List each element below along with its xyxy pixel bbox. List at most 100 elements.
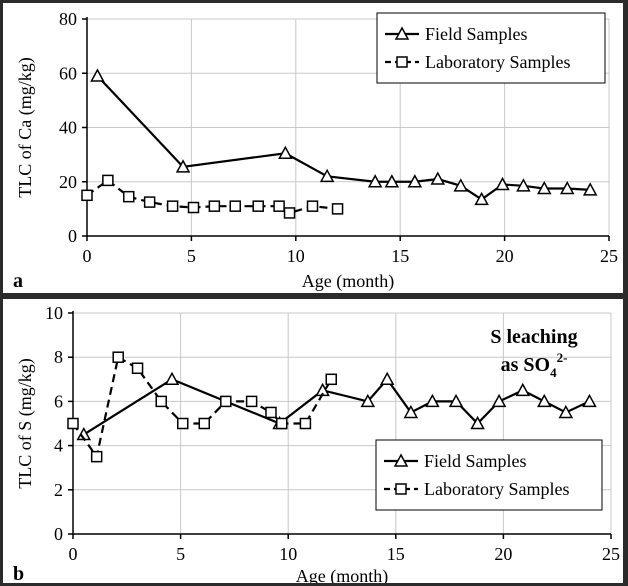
- x-tick-label: 20: [494, 544, 512, 564]
- data-point-field: [164, 371, 180, 386]
- data-point-laboratory: [208, 200, 221, 212]
- data-point-field: [430, 171, 446, 185]
- legend-swatch-marker: [393, 453, 409, 467]
- data-point-laboratory: [325, 373, 337, 386]
- x-tick-label: 0: [83, 246, 92, 266]
- data-point-field: [379, 371, 395, 386]
- data-point-laboratory: [81, 189, 93, 202]
- data-point-laboratory: [252, 200, 264, 212]
- annotation-superscript: 2-: [557, 350, 568, 365]
- data-point-laboratory: [245, 395, 258, 408]
- data-point-laboratory: [177, 417, 189, 430]
- data-point-field: [367, 174, 383, 188]
- annotation-line-1: S leaching: [490, 326, 577, 348]
- legend: Field Samples Laboratory Samples: [375, 439, 603, 511]
- data-point-field: [407, 174, 423, 188]
- panel-label: a: [13, 270, 23, 292]
- x-axis-label: Age (month): [302, 271, 394, 292]
- data-point-laboratory: [265, 406, 277, 419]
- chart-panel-b: 0 2 4 6 8 10 0 5 10 15 20 25 Age (month) TLC of S (mg…: [3, 299, 623, 583]
- y-tick-label: 0: [54, 524, 63, 544]
- data-point-laboratory: [131, 362, 144, 374]
- data-point-laboratory: [102, 174, 114, 187]
- data-point-laboratory: [67, 417, 79, 430]
- x-tick-label: 25: [602, 544, 620, 564]
- chart-panel-a: 0 20 40 60 80 0 5 10 15 20 25 Age (month) TLC of Ca …: [3, 3, 623, 293]
- data-point-field: [537, 393, 552, 408]
- y-axis-label: TLC of Ca (mg/kg): [15, 57, 36, 197]
- y-axis-label: TLC of S (mg/kg): [15, 358, 36, 489]
- data-point-field: [495, 176, 510, 191]
- panel-label: b: [13, 563, 24, 583]
- series-line-field: [96, 75, 591, 201]
- legend-box: [375, 439, 603, 511]
- x-tick-label: 5: [176, 544, 185, 564]
- data-point-field: [558, 404, 574, 419]
- legend-swatch-marker: [396, 56, 408, 68]
- legend-swatch-marker: [394, 26, 410, 40]
- y-tick-label: 80: [59, 9, 77, 29]
- annotation-line-2: as SO42-: [501, 350, 568, 380]
- data-point-field: [90, 68, 105, 82]
- data-point-field: [474, 191, 489, 206]
- y-tick-label: 10: [45, 303, 63, 323]
- y-tick-label: 6: [54, 391, 63, 411]
- data-point-field: [515, 382, 531, 397]
- legend-label: Laboratory Samples: [424, 479, 569, 499]
- data-point-field: [582, 182, 598, 196]
- data-point-laboratory: [143, 196, 156, 208]
- y-tick-label: 60: [59, 63, 77, 83]
- data-point-laboratory: [275, 417, 288, 430]
- data-point-laboratory: [112, 351, 124, 363]
- data-point-laboratory: [123, 190, 135, 203]
- data-point-field: [470, 415, 485, 430]
- annotation-subscript: 4: [550, 365, 557, 380]
- x-tick-label: 25: [600, 246, 618, 266]
- data-point-field: [278, 145, 293, 160]
- x-tick-label: 10: [287, 246, 305, 266]
- x-tick-label: 15: [387, 544, 405, 564]
- y-tick-label: 4: [54, 436, 63, 456]
- data-point-field: [403, 404, 419, 419]
- y-tick-label: 20: [59, 172, 77, 192]
- data-point-laboratory: [90, 450, 103, 463]
- series-line-laboratory: [72, 355, 333, 460]
- data-point-field: [425, 393, 440, 408]
- data-point-laboratory: [229, 200, 241, 212]
- data-point-field: [516, 178, 531, 192]
- data-point-laboratory: [306, 200, 319, 212]
- legend-label: Laboratory Samples: [425, 52, 570, 72]
- legend-label: Field Samples: [424, 451, 527, 471]
- data-point-field: [448, 393, 464, 408]
- legend-label: Field Samples: [425, 24, 528, 44]
- y-tick-label: 2: [54, 480, 63, 500]
- calcium-chart: 0 20 40 60 80 0 5 10 15 20 25 Age (month) TLC of Ca …: [13, 9, 618, 292]
- legend: Field Samples Laboratory Samples: [376, 12, 606, 84]
- data-point-laboratory: [155, 395, 167, 408]
- data-point-laboratory: [220, 395, 232, 408]
- x-tick-label: 5: [187, 246, 196, 266]
- annotation-formula: as SO: [501, 354, 550, 376]
- data-point-field: [175, 159, 191, 173]
- data-point-field: [453, 178, 469, 192]
- y-tick-label: 40: [59, 118, 77, 138]
- data-point-field: [537, 180, 552, 195]
- data-point-field: [384, 174, 400, 188]
- x-tick-label: 15: [391, 246, 409, 266]
- data-point-field: [582, 393, 597, 408]
- x-tick-label: 20: [496, 246, 514, 266]
- data-point-field: [559, 180, 575, 195]
- data-point-field: [319, 168, 335, 183]
- x-tick-label: 0: [69, 544, 78, 564]
- legend-swatch-marker: [395, 483, 407, 495]
- y-tick-label: 0: [68, 226, 77, 246]
- data-point-laboratory: [331, 203, 344, 215]
- x-tick-label: 10: [279, 544, 297, 564]
- sulfur-chart: 0 2 4 6 8 10 0 5 10 15 20 25 Age (month) TLC of S (mg…: [13, 303, 620, 583]
- data-point-laboratory: [283, 207, 296, 219]
- legend-box: [376, 12, 606, 84]
- y-tick-label: 8: [54, 347, 63, 367]
- data-point-laboratory: [299, 417, 312, 430]
- x-axis-label: Age (month): [296, 566, 388, 583]
- data-point-laboratory: [187, 201, 200, 214]
